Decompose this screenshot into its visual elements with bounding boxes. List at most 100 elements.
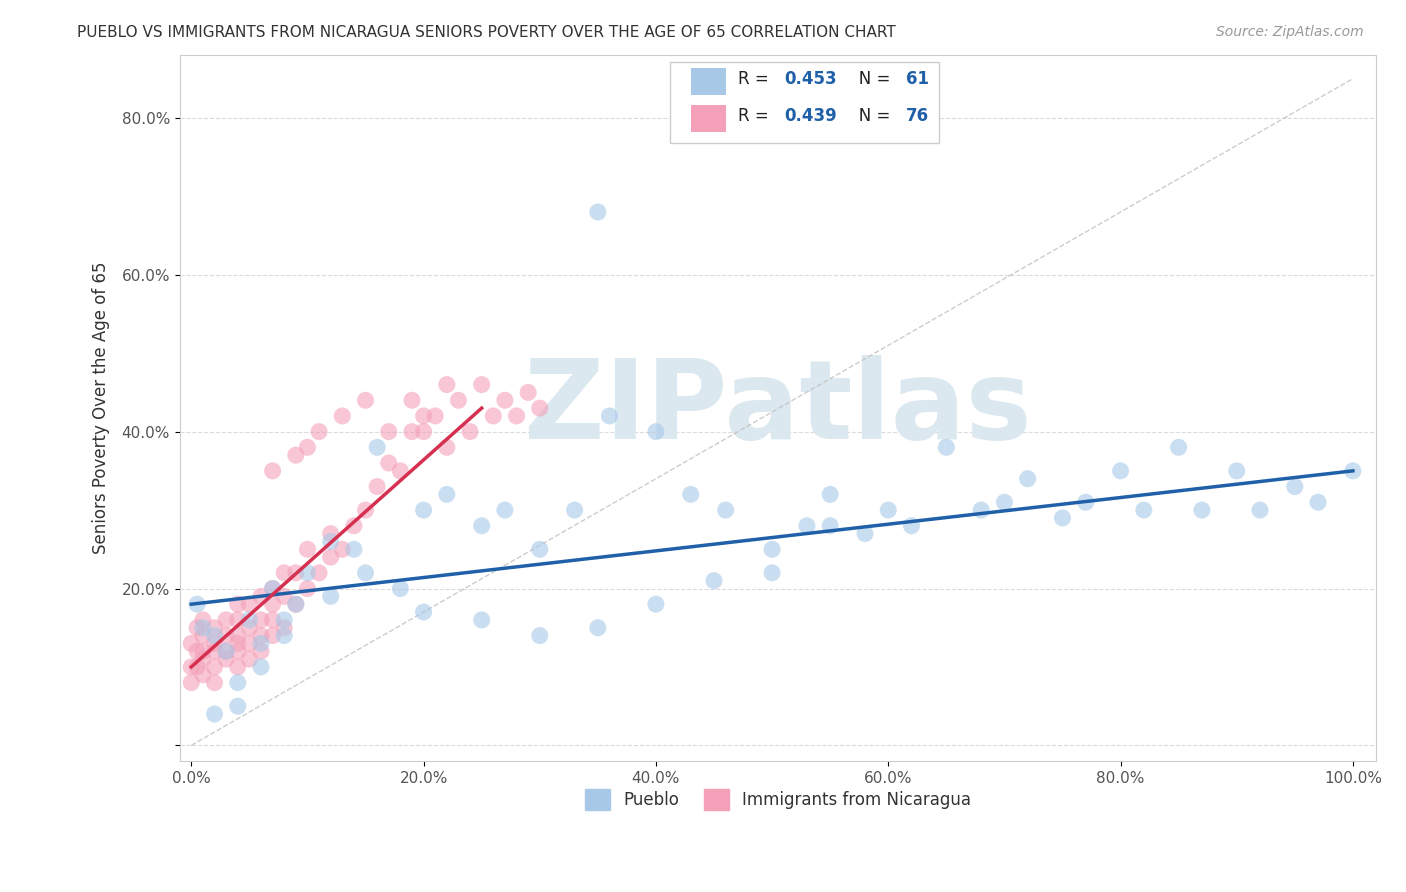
Point — [436, 377, 458, 392]
Point — [180, 675, 202, 690]
Text: Source: ZipAtlas.com: Source: ZipAtlas.com — [1216, 25, 1364, 39]
Point — [761, 542, 783, 557]
Point — [993, 495, 1015, 509]
Point — [215, 613, 238, 627]
Point — [598, 409, 620, 423]
Point — [354, 566, 377, 580]
Point — [238, 613, 260, 627]
Point — [703, 574, 725, 588]
Point — [273, 590, 295, 604]
Point — [970, 503, 993, 517]
Point — [262, 464, 284, 478]
Point — [471, 613, 494, 627]
FancyBboxPatch shape — [671, 62, 939, 144]
Point — [262, 613, 284, 627]
Point — [226, 660, 249, 674]
Point — [215, 652, 238, 666]
Point — [366, 479, 388, 493]
Point — [458, 425, 481, 439]
Point — [529, 401, 551, 416]
Text: 0.453: 0.453 — [785, 70, 837, 87]
Point — [505, 409, 527, 423]
Point — [297, 542, 319, 557]
Point — [679, 487, 702, 501]
Point — [1109, 464, 1132, 478]
Point — [586, 205, 609, 219]
Point — [412, 425, 434, 439]
Point — [262, 582, 284, 596]
Point — [250, 590, 273, 604]
Point — [471, 377, 494, 392]
Point — [262, 629, 284, 643]
Point — [517, 385, 540, 400]
Point — [262, 582, 284, 596]
Point — [204, 706, 226, 721]
Point — [204, 644, 226, 658]
Point — [877, 503, 900, 517]
Point — [191, 621, 214, 635]
Point — [586, 621, 609, 635]
Point — [447, 393, 470, 408]
Point — [297, 566, 319, 580]
Y-axis label: Seniors Poverty Over the Age of 65: Seniors Poverty Over the Age of 65 — [93, 262, 110, 554]
Point — [204, 629, 226, 643]
Point — [191, 629, 214, 643]
Point — [1306, 495, 1329, 509]
Text: PUEBLO VS IMMIGRANTS FROM NICARAGUA SENIORS POVERTY OVER THE AGE OF 65 CORRELATI: PUEBLO VS IMMIGRANTS FROM NICARAGUA SENI… — [77, 25, 896, 40]
Point — [471, 518, 494, 533]
Text: R =: R = — [738, 70, 775, 87]
Point — [250, 629, 273, 643]
Point — [204, 621, 226, 635]
Point — [1133, 503, 1156, 517]
Point — [1074, 495, 1097, 509]
Point — [250, 613, 273, 627]
Point — [215, 644, 238, 658]
Point — [494, 503, 516, 517]
Point — [319, 526, 342, 541]
Point — [1249, 503, 1271, 517]
Point — [330, 542, 353, 557]
Point — [796, 518, 818, 533]
Point — [377, 425, 399, 439]
Point — [284, 566, 307, 580]
Point — [297, 440, 319, 454]
Point — [226, 699, 249, 714]
Point — [204, 660, 226, 674]
Point — [250, 636, 273, 650]
Point — [186, 597, 208, 611]
Point — [482, 409, 505, 423]
Point — [186, 644, 208, 658]
Point — [330, 409, 353, 423]
Point — [186, 660, 208, 674]
Point — [377, 456, 399, 470]
Point — [273, 629, 295, 643]
Point — [226, 597, 249, 611]
Point — [761, 566, 783, 580]
Point — [284, 597, 307, 611]
Text: N =: N = — [842, 70, 896, 87]
Point — [284, 448, 307, 462]
Point — [436, 487, 458, 501]
Point — [366, 440, 388, 454]
Point — [215, 644, 238, 658]
Point — [204, 636, 226, 650]
Text: 76: 76 — [905, 107, 929, 125]
Point — [226, 613, 249, 627]
Legend: Pueblo, Immigrants from Nicaragua: Pueblo, Immigrants from Nicaragua — [578, 782, 977, 816]
Point — [412, 409, 434, 423]
Point — [226, 629, 249, 643]
Text: 0.439: 0.439 — [785, 107, 837, 125]
Point — [191, 652, 214, 666]
Point — [529, 542, 551, 557]
Point — [273, 621, 295, 635]
Point — [180, 660, 202, 674]
Point — [319, 590, 342, 604]
Point — [900, 518, 922, 533]
Point — [494, 393, 516, 408]
Text: ZIPatlas: ZIPatlas — [524, 355, 1032, 461]
Point — [401, 425, 423, 439]
Text: 61: 61 — [905, 70, 929, 87]
Point — [935, 440, 957, 454]
Text: R =: R = — [738, 107, 775, 125]
Point — [1284, 479, 1306, 493]
